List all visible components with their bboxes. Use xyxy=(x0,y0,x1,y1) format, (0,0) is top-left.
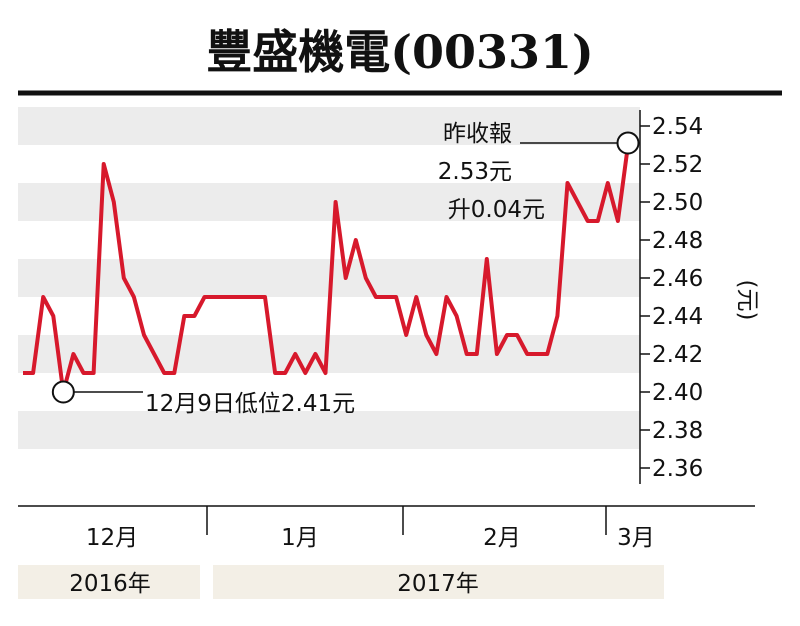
high-annotation-line-1: 昨收報 xyxy=(443,121,512,147)
x-year-label: 2017年 xyxy=(397,571,479,597)
y-tick-label: 2.40 xyxy=(652,380,703,406)
high-annotation-line-3: 升0.04元 xyxy=(448,197,545,223)
x-month-label: 2月 xyxy=(483,525,521,551)
month-dividers xyxy=(206,506,607,535)
x-year-label: 2016年 xyxy=(69,571,151,597)
x-month-label: 1月 xyxy=(281,525,319,551)
high-annotation-line-2: 2.53元 xyxy=(438,159,512,185)
high-annotation: 昨收報 2.53元 升0.04元 xyxy=(438,121,545,223)
x-month-label: 12月 xyxy=(86,525,138,551)
x-axis-month-labels: 12月 1月 2月 3月 xyxy=(86,525,655,551)
grid-band xyxy=(18,107,640,145)
y-tick-label: 2.36 xyxy=(652,456,703,482)
x-month-label: 3月 xyxy=(617,525,655,551)
year-band-2017 xyxy=(213,565,664,599)
annotation-markers xyxy=(51,131,640,404)
y-tick-label: 2.44 xyxy=(652,304,703,330)
grid-band xyxy=(18,411,640,449)
series-line xyxy=(23,144,630,394)
low-annotation: 12月9日低位2.41元 xyxy=(145,391,355,417)
y-tick-label: 2.42 xyxy=(652,342,703,368)
y-axis-unit-label: (元) xyxy=(734,280,760,321)
year-band-2016 xyxy=(18,565,200,599)
y-tick-label: 2.54 xyxy=(652,114,703,140)
grid-band xyxy=(18,183,640,221)
low-marker xyxy=(51,380,75,404)
y-axis-ticks: 2.54 2.52 2.50 2.48 2.46 2.44 2.42 2.40 2.38 2.36 xyxy=(640,114,703,482)
y-tick-label: 2.38 xyxy=(652,418,703,444)
y-tick-label: 2.50 xyxy=(652,190,703,216)
chart-title: 豐盛機電(00331) xyxy=(206,25,594,79)
high-marker xyxy=(616,131,640,155)
x-axis-year-row: 2016年 2017年 xyxy=(18,565,664,599)
y-tick-label: 2.48 xyxy=(652,228,703,254)
y-tick-label: 2.52 xyxy=(652,152,703,178)
y-tick-label: 2.46 xyxy=(652,266,703,292)
